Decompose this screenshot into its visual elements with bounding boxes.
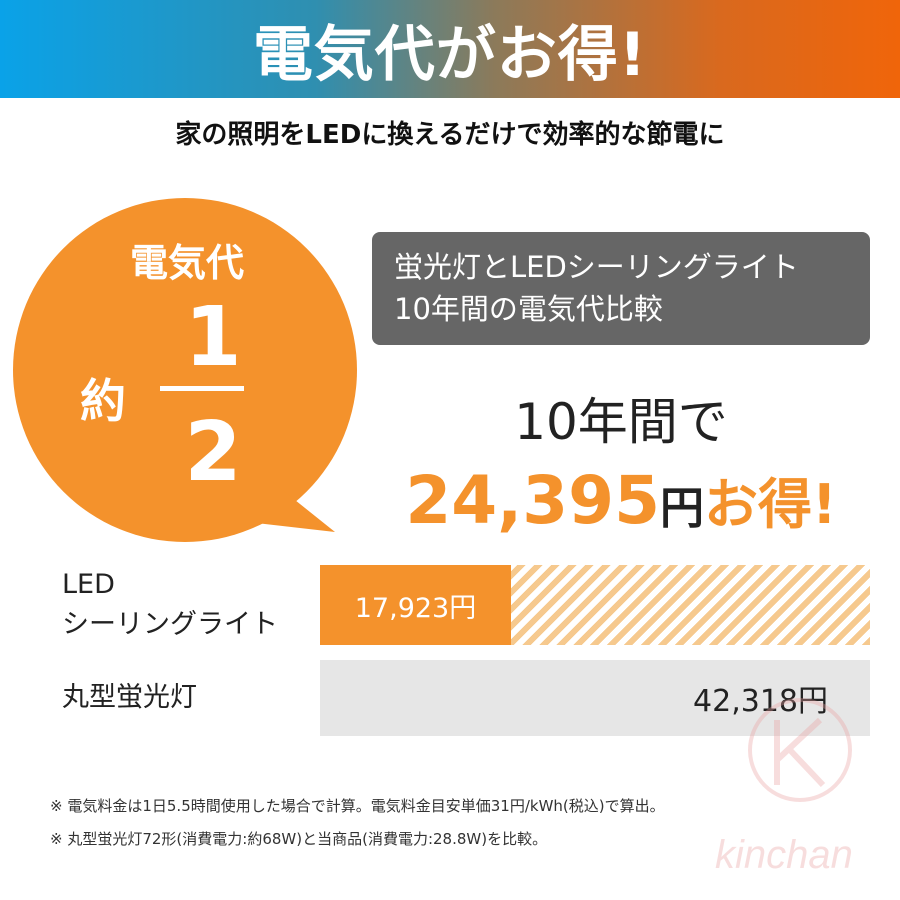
svg-text:kinchan: kinchan	[715, 833, 853, 877]
led-label-line1: LED	[62, 569, 115, 600]
header-title: 電気代がお得!	[252, 19, 648, 90]
bubble-prefix: 約	[80, 374, 126, 428]
headline-period: 10年間で	[514, 393, 728, 451]
fluorescent-bar: 42,318円	[320, 660, 870, 736]
kinchan-watermark-logo: kinchan	[715, 698, 853, 877]
savings-otoku: お得!	[704, 473, 837, 536]
bubble-label: 電気代	[130, 241, 245, 285]
headline-savings: 24,395円お得!	[372, 460, 870, 539]
comparison-line1: 蛍光灯とLEDシーリングライト	[394, 250, 799, 284]
subtitle: 家の照明をLEDに換えるだけで効率的な節電に	[175, 120, 725, 150]
speech-bubble	[13, 198, 357, 542]
fraction-denominator: 2	[184, 405, 242, 500]
led-value: 17,923円	[354, 592, 477, 624]
led-bar-fill: 17,923円	[320, 565, 511, 645]
comparison-box: 蛍光灯とLEDシーリングライト 10年間の電気代比較	[372, 232, 870, 345]
comparison-line2: 10年間の電気代比較	[394, 292, 663, 326]
fraction-line	[160, 386, 244, 391]
header-banner: 電気代がお得!	[0, 0, 900, 98]
savings-amount: 24,395	[405, 462, 661, 539]
footnote-2: ※ 丸型蛍光灯72形(消費電力:約68W)と当商品(消費電力:28.8W)を比較…	[50, 830, 548, 848]
fluorescent-value: 42,318円	[693, 684, 828, 719]
led-bar: 17,923円	[320, 565, 870, 645]
led-label: LED シーリングライト	[62, 565, 278, 645]
footnote-1: ※ 電気料金は1日5.5時間使用した場合で計算。電気料金目安単価31円/kWh(…	[50, 797, 665, 815]
fluorescent-label: 丸型蛍光灯	[62, 682, 197, 713]
fraction-numerator: 1	[184, 290, 242, 385]
led-label-line2: シーリングライト	[62, 609, 278, 640]
savings-yen: 円	[660, 483, 705, 534]
